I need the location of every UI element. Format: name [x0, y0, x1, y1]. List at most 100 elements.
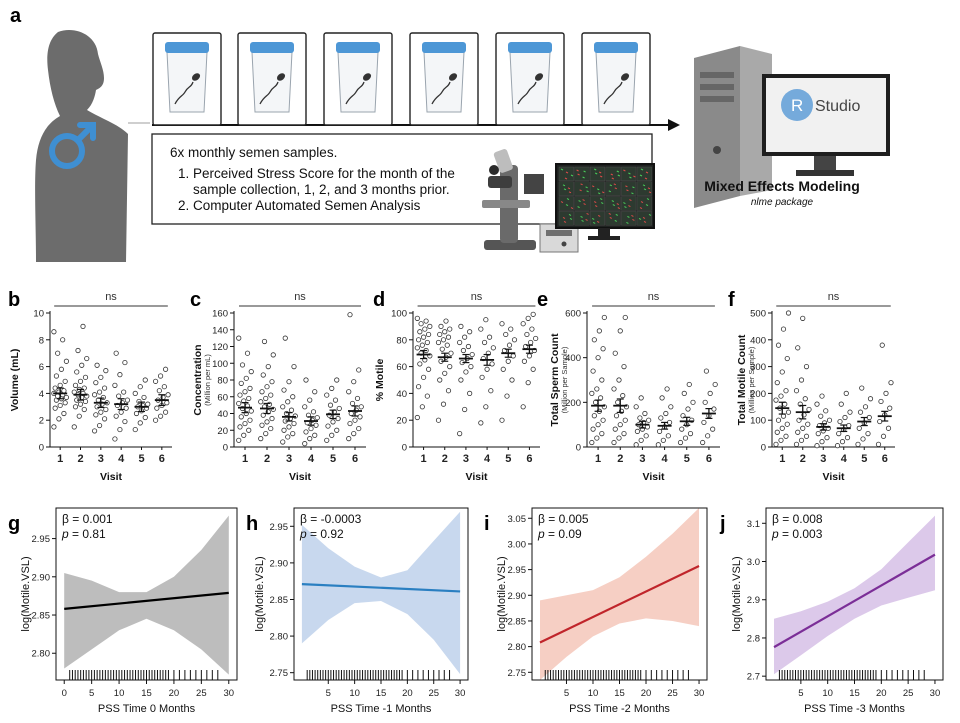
y-tick-label: 2.95: [32, 534, 51, 545]
sperm-head: [448, 73, 458, 81]
data-point: [467, 329, 473, 335]
casa-track: [648, 191, 652, 194]
y-tick-label: 40: [396, 389, 407, 400]
data-point: [793, 441, 800, 447]
panel-i: i 2.75 2.80 2.85 2.90 2.95 3.00 3.05 5 10 15 20 25 30…: [484, 507, 708, 715]
data-point: [488, 388, 494, 394]
data-point: [785, 310, 792, 316]
data-point: [511, 337, 518, 343]
casa-cell: [589, 196, 606, 211]
data-point: [156, 388, 162, 394]
data-point: [334, 427, 340, 433]
data-point: [611, 439, 617, 446]
data-point: [269, 379, 275, 385]
data-point: [123, 405, 129, 411]
data-point: [52, 405, 58, 411]
data-point: [793, 388, 800, 394]
data-point: [281, 427, 287, 433]
casa-track: [608, 212, 612, 215]
x-tick-label: 30: [455, 688, 466, 699]
y-axis-label: Concentration: [192, 344, 204, 415]
data-point: [142, 414, 148, 421]
data-point: [422, 326, 428, 332]
data-point: [124, 397, 131, 403]
y-axis-label: Volume (mL): [9, 349, 21, 412]
data-point: [703, 368, 710, 374]
y-tick-label: 20: [217, 426, 228, 437]
casa-track: [570, 207, 574, 210]
data-point: [679, 426, 685, 432]
x-axis-label: PSS Time -3 Months: [804, 703, 905, 715]
model-title: Mixed Effects Modeling: [704, 178, 860, 194]
data-point: [506, 342, 513, 348]
sample-cup-icon: [495, 32, 565, 126]
cup-body: [251, 51, 293, 113]
data-point: [76, 413, 82, 419]
data-point: [280, 439, 286, 445]
ns-label: ns: [105, 291, 117, 303]
casa-cell: [574, 211, 590, 226]
data-point: [327, 402, 334, 408]
data-point: [237, 424, 243, 430]
data-point: [242, 420, 248, 427]
data-point: [142, 377, 148, 383]
x-axis-label: PSS Time -2 Months: [569, 703, 670, 715]
data-point: [113, 350, 119, 356]
casa-track: [616, 170, 620, 173]
rstudio-logo: R Studio: [781, 89, 860, 121]
y-tick-label: 400: [750, 335, 766, 346]
casa-track: [617, 207, 621, 210]
y-tick-label: 2.80: [508, 642, 527, 653]
x-tick-label: 10: [822, 688, 833, 699]
cup-lid: [594, 42, 638, 53]
data-point: [442, 370, 448, 376]
casa-cell: [574, 196, 590, 211]
data-point: [71, 389, 77, 395]
casa-track: [560, 168, 564, 171]
data-point: [291, 420, 297, 427]
beta-label: β = -0.0003: [300, 512, 362, 526]
data-point: [79, 362, 85, 368]
data-point: [261, 338, 268, 345]
data-point: [621, 430, 627, 437]
data-point: [664, 386, 670, 392]
casa-track: [569, 217, 573, 220]
data-point: [784, 421, 790, 427]
x-axis-label: Visit: [643, 471, 665, 483]
data-point: [844, 435, 851, 441]
casa-track: [611, 200, 615, 203]
sample-cup-icon: [237, 32, 307, 126]
y-tick-label: 160: [212, 309, 228, 320]
data-point: [489, 361, 495, 367]
data-point: [447, 326, 453, 332]
sperm-tail: [259, 81, 279, 105]
data-point: [783, 388, 789, 394]
regression-line: [64, 591, 229, 611]
data-point: [445, 388, 452, 394]
plot-area: [64, 515, 229, 680]
casa-track: [562, 184, 566, 187]
data-point: [303, 429, 309, 435]
data-point: [238, 414, 244, 420]
casa-track: [623, 202, 626, 205]
casa-track: [629, 199, 632, 202]
data-point: [599, 430, 605, 437]
data-point: [526, 353, 533, 359]
data-point: [612, 426, 618, 432]
y-tick-label: 0: [39, 443, 44, 454]
data-point: [101, 385, 108, 391]
data-point: [814, 401, 820, 407]
casa-track: [639, 207, 643, 210]
data-point: [600, 346, 606, 352]
sample-cup-icon: [152, 32, 222, 126]
data-point: [248, 408, 254, 414]
y-tick-label: 2.75: [270, 668, 289, 679]
y-tick-label: 2.75: [508, 668, 527, 679]
data-point: [165, 392, 171, 398]
data-point: [774, 429, 780, 435]
casa-track: [646, 198, 650, 201]
x-tick-label: 30: [223, 688, 234, 699]
sample-cup-icon: [323, 32, 393, 126]
data-point: [707, 390, 713, 396]
